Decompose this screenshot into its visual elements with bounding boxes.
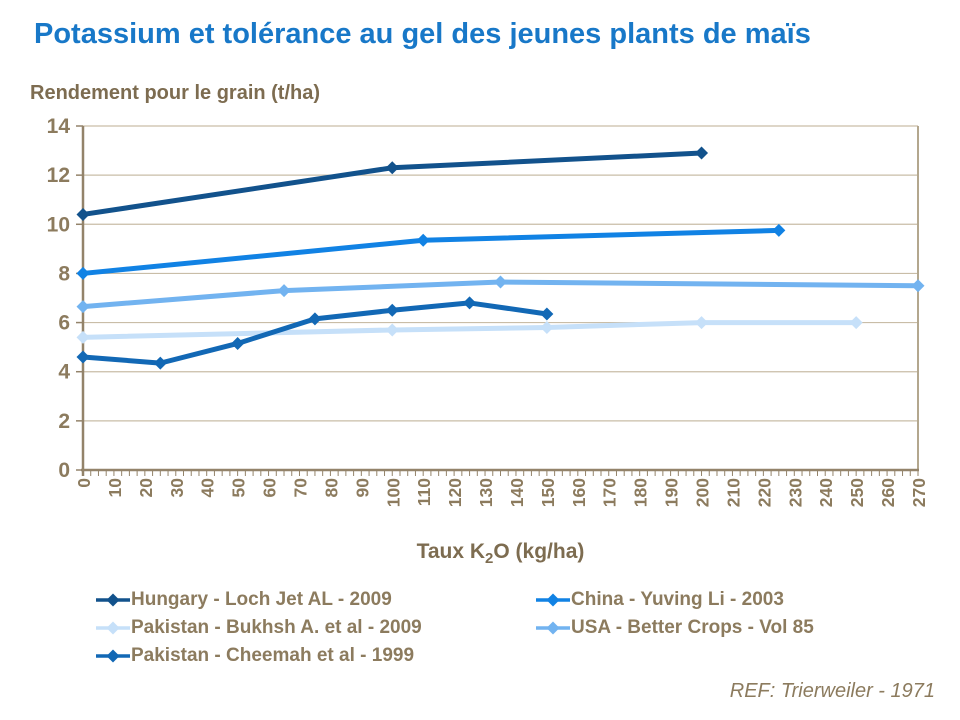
legend-item-2: Pakistan - Bukhsh A. et al - 2009 — [95, 614, 535, 641]
x-tick-label: 260 — [878, 478, 898, 507]
series-3-marker — [277, 284, 291, 298]
x-tick-label: 120 — [445, 478, 465, 507]
line-chart: 0 10 20 30 40 50 60 70 80 90 100 110 120 130 140 150 160… — [0, 110, 960, 575]
series-4-marker — [76, 350, 90, 364]
x-axis-labels: 0 10 20 30 40 50 60 70 80 90 100 110 120 130 140 150 160… — [74, 478, 929, 507]
legend-item-4: Pakistan - Cheemah et al - 1999 — [95, 642, 535, 669]
series-2-marker — [695, 316, 709, 330]
legend-label: Pakistan - Bukhsh A. et al - 2009 — [131, 616, 422, 638]
y-tick-label: 10 — [47, 213, 70, 236]
x-tick-label: 10 — [105, 478, 125, 498]
x-tick-label: 210 — [723, 478, 743, 507]
x-axis-title-post: O (kg/ha) — [493, 540, 585, 563]
series-2-marker — [385, 323, 399, 337]
series-4-marker — [463, 296, 477, 310]
x-tick-label: 240 — [816, 478, 836, 507]
series-4-marker — [153, 356, 167, 370]
series-1-line — [80, 227, 782, 276]
x-tick-label: 0 — [74, 478, 94, 488]
series-0-marker — [76, 207, 90, 221]
series-3-line — [80, 279, 921, 310]
x-tick-label: 90 — [352, 478, 372, 498]
x-axis-title: Taux K2O (kg/ha) — [83, 540, 918, 567]
series-4 — [76, 296, 554, 370]
legend-item-1: China - Yuving Li - 2003 — [535, 586, 814, 613]
chart-canvas: 0 10 20 30 40 50 60 70 80 90 100 110 120 130 140 150 160… — [47, 115, 929, 507]
x-tick-label: 30 — [167, 478, 187, 498]
x-tick-label: 250 — [847, 478, 867, 507]
x-tick-label: 20 — [136, 478, 156, 498]
x-tick-label: 220 — [754, 478, 774, 507]
legend-label: USA - Better Crops - Vol 85 — [571, 616, 814, 638]
x-tick-label: 160 — [569, 478, 589, 507]
x-tick-label: 190 — [662, 478, 682, 507]
series-2 — [76, 316, 863, 344]
gridlines — [83, 125, 918, 422]
series-3-marker — [494, 275, 507, 289]
x-tick-label: 60 — [260, 478, 280, 498]
series-4-marker — [231, 336, 245, 350]
x-tick-label: 180 — [631, 478, 651, 507]
x-tick-label: 110 — [414, 478, 434, 506]
series-1-marker — [416, 233, 430, 247]
series-1-marker — [76, 266, 90, 280]
x-tick-label: 140 — [507, 478, 527, 507]
series-1 — [76, 223, 786, 280]
x-tick-label: 170 — [600, 478, 620, 507]
y-tick-label: 4 — [58, 361, 70, 384]
series-3 — [76, 275, 925, 314]
series-0 — [76, 146, 709, 221]
legend-marker-icon — [96, 593, 130, 606]
y-tick-label: 14 — [47, 115, 71, 138]
y-tick-label: 2 — [58, 410, 70, 433]
y-tick-label: 8 — [58, 262, 70, 285]
reference-note: REF: Trierweiler - 1971 — [729, 680, 935, 702]
y-axis-title: Rendement pour le grain (t/ha) — [30, 82, 321, 104]
x-axis-title-pre: Taux K — [416, 540, 486, 563]
legend-marker-icon — [96, 621, 130, 634]
x-tick-label: 50 — [229, 478, 249, 498]
x-tick-label: 200 — [693, 478, 713, 507]
series-3-marker — [76, 300, 90, 314]
y-tick-label: 12 — [47, 164, 70, 187]
x-tick-label: 100 — [383, 478, 403, 507]
series-1-marker — [772, 223, 786, 237]
legend-marker-icon — [96, 649, 130, 662]
series-2-marker — [540, 320, 554, 334]
x-tick-label: 150 — [538, 478, 558, 507]
series-2-line — [80, 320, 859, 340]
x-tick-label: 70 — [290, 478, 310, 498]
x-tick-label: 130 — [476, 478, 496, 507]
x-tick-label: 230 — [785, 478, 805, 507]
legend-marker-icon — [536, 621, 570, 634]
series-2-marker — [849, 316, 863, 330]
x-tick-label: 40 — [198, 478, 218, 498]
series-3-marker — [911, 279, 925, 293]
legend-marker-icon — [536, 593, 570, 606]
series-2-marker — [76, 330, 90, 344]
y-tick-label: 0 — [58, 459, 70, 482]
series-0-marker — [385, 161, 399, 175]
chart-legend: Hungary - Loch Jet AL - 2009 China - Yuvi… — [95, 586, 814, 669]
legend-item-3: USA - Better Crops - Vol 85 — [535, 614, 814, 641]
legend-label: China - Yuving Li - 2003 — [571, 588, 784, 610]
series-4-marker — [308, 312, 322, 326]
legend-item-0: Hungary - Loch Jet AL - 2009 — [95, 586, 535, 613]
legend-label: Hungary - Loch Jet AL - 2009 — [131, 588, 392, 610]
x-axis-title-sub: 2 — [485, 550, 494, 568]
legend-label: Pakistan - Cheemah et al - 1999 — [131, 644, 415, 666]
x-tick-label: 80 — [321, 478, 341, 498]
series-4-marker — [385, 303, 399, 317]
series-4-marker — [540, 307, 554, 321]
y-axis-labels: 0 2 4 6 8 10 12 14 — [47, 115, 71, 482]
x-tick-label: 270 — [909, 478, 929, 507]
y-tick-label: 6 — [58, 312, 70, 335]
page-title: Potassium et tolérance au gel des jeunes… — [34, 18, 811, 50]
series-0-marker — [695, 146, 709, 160]
